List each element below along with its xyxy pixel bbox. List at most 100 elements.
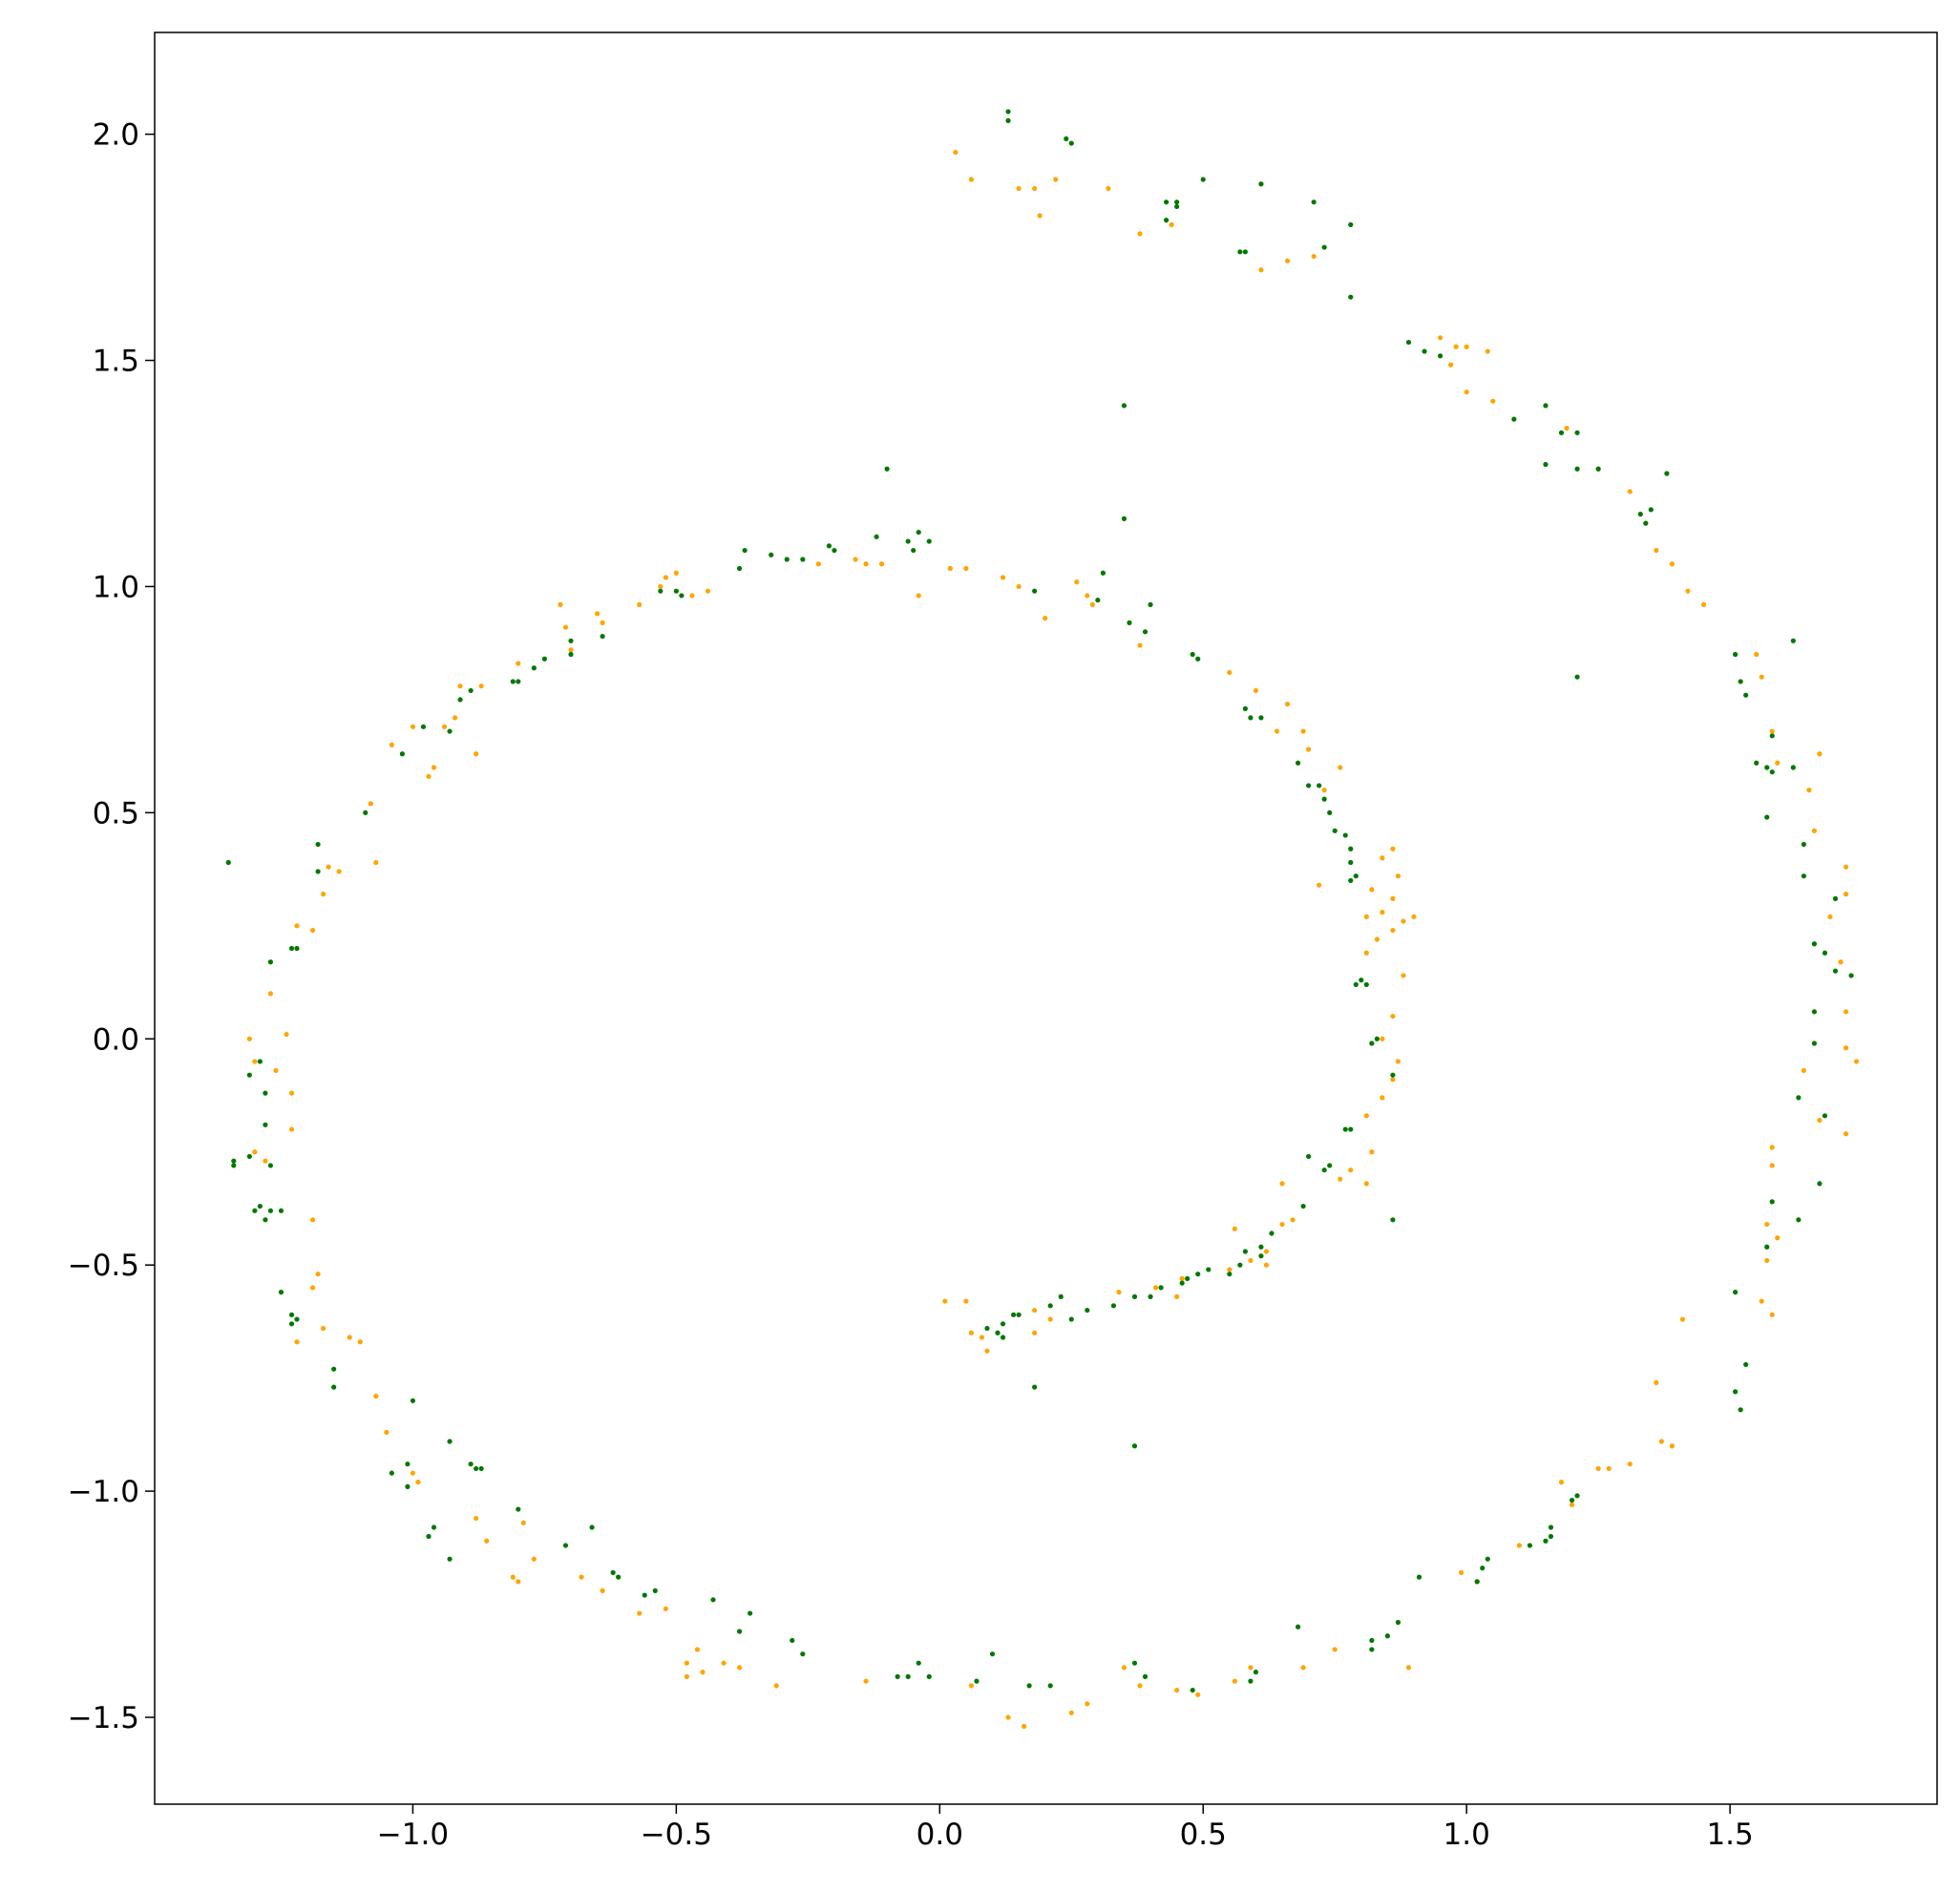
point: [736, 1665, 743, 1671]
point: [1158, 1285, 1164, 1291]
point: [884, 466, 890, 472]
point: [1085, 1307, 1090, 1314]
point: [1574, 1493, 1580, 1499]
point: [1764, 1257, 1770, 1264]
point: [1290, 1217, 1296, 1223]
point: [1806, 788, 1812, 793]
point: [705, 588, 711, 594]
point: [336, 869, 342, 874]
point: [916, 593, 921, 599]
point: [452, 715, 458, 721]
point: [1263, 1249, 1270, 1254]
point: [1248, 1257, 1254, 1264]
point: [1106, 185, 1111, 192]
point: [1548, 1533, 1554, 1540]
point: [1200, 177, 1206, 182]
point: [1232, 1678, 1237, 1684]
point: [1380, 855, 1385, 861]
point: [516, 661, 521, 666]
point: [1248, 1665, 1254, 1671]
point: [510, 1574, 516, 1580]
point: [368, 801, 373, 807]
point: [246, 1036, 252, 1041]
point: [1295, 1624, 1301, 1629]
point: [1148, 601, 1153, 607]
point: [516, 679, 521, 684]
point: [1853, 1059, 1860, 1064]
point: [1759, 674, 1764, 680]
point: [736, 565, 743, 572]
point: [278, 1290, 285, 1295]
point: [1564, 426, 1570, 431]
y-tick-label: −0.5: [68, 1249, 139, 1283]
point: [1769, 728, 1775, 734]
point: [863, 1678, 869, 1684]
point: [399, 751, 405, 757]
point: [642, 1592, 647, 1598]
point: [410, 724, 416, 729]
point: [1032, 1330, 1038, 1335]
point: [1843, 892, 1849, 897]
point: [1474, 1579, 1480, 1585]
point: [1543, 461, 1549, 468]
point: [420, 724, 427, 729]
point: [1595, 466, 1601, 472]
point: [1016, 185, 1022, 192]
point: [684, 1660, 689, 1666]
point: [484, 1538, 490, 1544]
point: [363, 809, 369, 815]
point: [1279, 1181, 1285, 1187]
point: [447, 1439, 453, 1444]
point: [1359, 978, 1364, 983]
point: [478, 1465, 484, 1472]
point: [1137, 642, 1143, 648]
x-tick-label: 1.5: [1706, 1818, 1753, 1852]
point: [558, 601, 563, 607]
point: [1032, 588, 1038, 594]
point: [1010, 1312, 1017, 1317]
point: [347, 1335, 352, 1340]
point: [1306, 783, 1312, 788]
point: [1295, 760, 1301, 766]
point: [263, 1090, 268, 1096]
y-tick-label: 1.0: [93, 570, 139, 604]
point: [1595, 1465, 1601, 1472]
point: [1100, 570, 1106, 576]
point: [1311, 253, 1317, 260]
point: [246, 1153, 252, 1160]
point: [1637, 512, 1643, 517]
point: [1026, 1683, 1032, 1689]
point: [1838, 959, 1844, 965]
point: [1606, 1465, 1612, 1472]
point: [1174, 200, 1180, 205]
point: [1043, 616, 1048, 621]
point: [252, 1059, 258, 1064]
point: [520, 1520, 526, 1525]
point: [1390, 1217, 1396, 1223]
point: [1363, 1113, 1369, 1119]
y-tick-label: −1.5: [68, 1701, 139, 1735]
point: [916, 529, 921, 536]
x-tick-label: 0.0: [917, 1818, 963, 1852]
point: [637, 601, 643, 607]
point: [1258, 715, 1264, 721]
point: [1363, 914, 1369, 919]
point: [331, 1366, 337, 1372]
point: [1164, 218, 1170, 223]
point: [600, 1587, 605, 1593]
point: [800, 557, 806, 562]
point: [1485, 348, 1490, 354]
point: [1796, 1217, 1802, 1223]
point: [263, 1122, 268, 1127]
point: [1363, 950, 1369, 956]
point: [1127, 620, 1132, 625]
point: [1669, 1443, 1675, 1449]
point: [1300, 728, 1306, 734]
y-tick-label: −1.0: [68, 1475, 139, 1509]
point: [1232, 1226, 1237, 1231]
point: [1801, 841, 1806, 848]
y-tick-label: 1.5: [93, 345, 139, 379]
point: [1321, 788, 1327, 793]
point: [1843, 1045, 1849, 1051]
